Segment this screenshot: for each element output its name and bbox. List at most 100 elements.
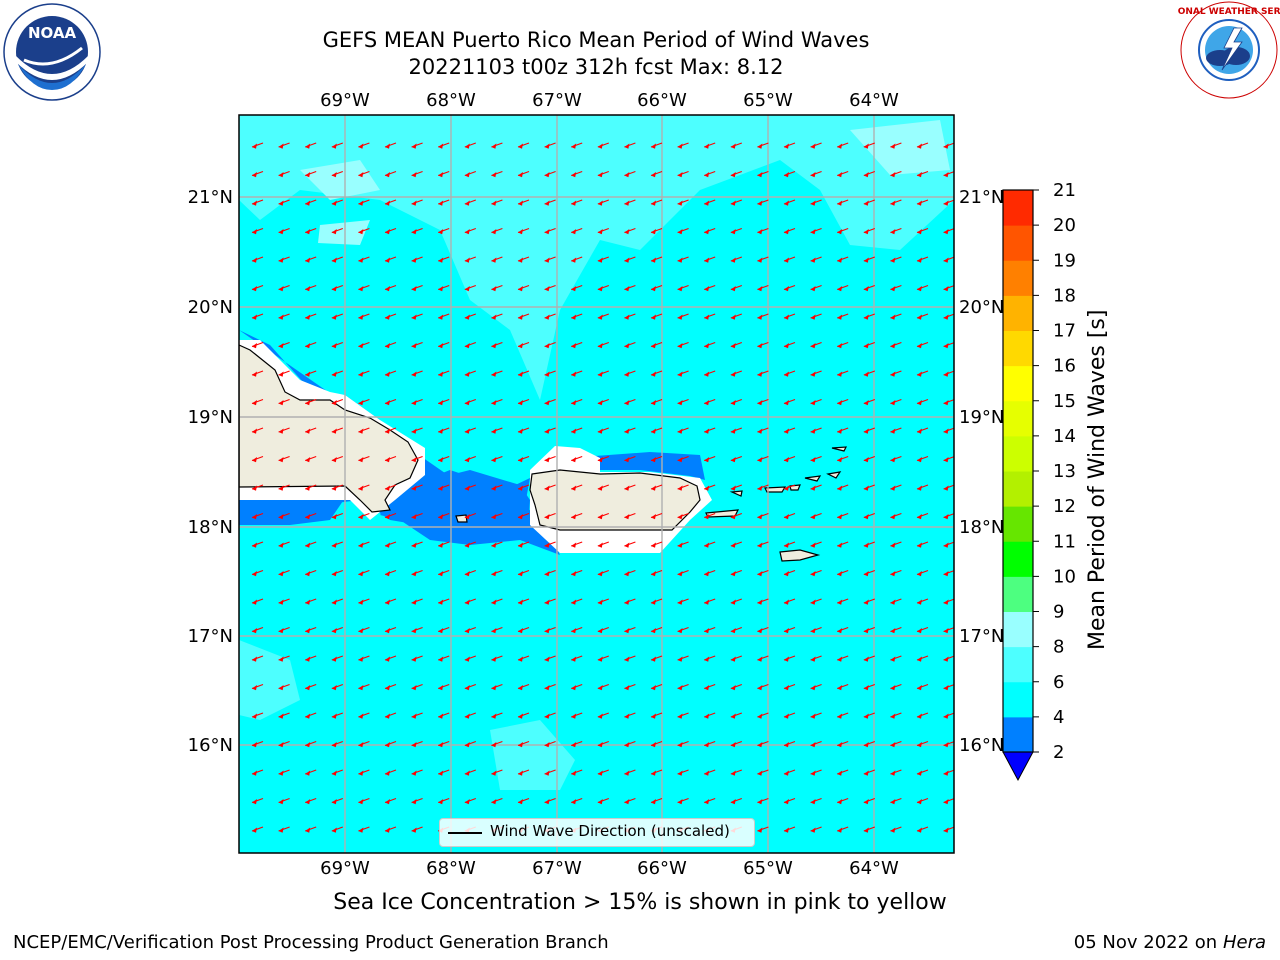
wind-wave-arrow (810, 256, 822, 263)
wind-wave-arrow (251, 797, 264, 805)
wind-wave-arrow (704, 683, 716, 691)
wind-wave-arrow (517, 598, 530, 605)
wind-wave-arrow (571, 455, 583, 463)
wind-wave-arrow (810, 541, 822, 548)
wind-wave-arrow (890, 512, 902, 520)
wind-wave-arrow (730, 256, 742, 263)
wind-wave-arrow (757, 712, 769, 719)
wind-wave-arrow (278, 199, 290, 206)
wind-wave-arrow (438, 341, 450, 349)
wind-wave-arrow (704, 427, 716, 434)
colorbar-segment (1003, 541, 1033, 577)
wind-wave-arrow (305, 541, 317, 548)
wind-wave-arrow (890, 712, 902, 719)
wind-wave-arrow (384, 598, 397, 605)
wind-wave-arrow (544, 740, 556, 748)
wind-wave-arrow (305, 484, 317, 491)
wind-wave-arrow (305, 712, 317, 719)
wind-wave-arrow (704, 797, 716, 805)
wind-wave-arrow (331, 512, 343, 520)
wind-wave-arrow (278, 712, 290, 719)
wind-wave-arrow (624, 655, 636, 662)
colorbar-segment (1003, 611, 1033, 648)
wind-wave-arrow (704, 227, 716, 235)
wind-wave-arrow (358, 569, 370, 577)
wind-wave-arrow (438, 598, 450, 605)
wind-wave-arrow (331, 712, 343, 719)
wind-wave-arrow (677, 370, 689, 377)
wind-wave-arrow (650, 313, 663, 320)
wind-wave-arrow (783, 797, 796, 805)
wind-wave-arrow (650, 769, 663, 776)
wind-wave-arrow (251, 769, 264, 776)
lat-label: 18°N (188, 517, 233, 538)
wind-wave-arrow (837, 341, 849, 349)
colorbar-tick-label: 10 (1053, 566, 1076, 587)
wind-wave-arrow (890, 370, 902, 377)
wind-wave-arrow (677, 797, 689, 805)
wind-wave-arrow (704, 284, 716, 292)
wind-wave-arrow (650, 427, 663, 434)
wind-wave-arrow (438, 142, 450, 149)
wind-wave-arrow (810, 712, 822, 719)
wind-wave-arrow (251, 740, 264, 748)
wind-wave-arrow (464, 313, 476, 320)
wind-wave-arrow (916, 797, 929, 805)
wind-wave-arrow (863, 512, 875, 520)
wind-wave-arrow (384, 455, 397, 463)
colorbar-tick-label: 21 (1053, 180, 1076, 201)
wind-wave-arrow (810, 598, 822, 605)
lon-label: 67°W (532, 858, 582, 879)
wind-wave-arrow (464, 199, 476, 206)
wind-wave-arrow (810, 427, 822, 434)
wind-wave-arrow (757, 398, 769, 406)
wind-wave-arrow (438, 569, 450, 577)
wind-wave-arrow (863, 256, 875, 263)
wind-wave-arrow (517, 256, 530, 263)
wind-wave-arrow (491, 541, 503, 548)
wind-wave-arrow (810, 170, 822, 178)
wind-wave-arrow (597, 256, 609, 263)
wind-wave-arrow (757, 769, 769, 776)
wind-wave-arrow (571, 712, 583, 719)
wind-wave-arrow (438, 740, 450, 748)
wind-wave-arrow (278, 655, 290, 662)
wind-wave-arrow (624, 541, 636, 548)
wind-wave-arrow (704, 370, 716, 377)
wind-wave-arrow (571, 797, 583, 805)
wind-wave-arrow (411, 769, 423, 776)
wind-wave-arrow (863, 569, 875, 577)
puerto-rico-land (529, 469, 701, 531)
wind-wave-arrow (757, 512, 769, 520)
wind-wave-arrow (783, 541, 796, 548)
wind-wave-arrow (677, 284, 689, 292)
wind-wave-arrow (943, 484, 954, 491)
wind-wave-arrow (624, 142, 636, 149)
wind-wave-arrow (438, 512, 450, 520)
wind-wave-arrow (384, 170, 397, 178)
wind-wave-arrow (491, 199, 503, 206)
wind-wave-arrow (597, 512, 609, 520)
wind-wave-arrow (677, 712, 689, 719)
wind-wave-arrow (863, 427, 875, 434)
wind-wave-arrow (730, 284, 742, 292)
wind-wave-arrow (863, 626, 875, 634)
wind-wave-arrow (278, 541, 290, 548)
wind-wave-arrow (464, 341, 476, 349)
wind-wave-arrow (837, 284, 849, 292)
wind-wave-arrow (597, 683, 609, 691)
wind-wave-arrow (491, 455, 503, 463)
wind-wave-arrow (916, 541, 929, 548)
wind-wave-arrow (571, 284, 583, 292)
wind-wave-arrow (810, 769, 822, 776)
wind-wave-arrow (491, 740, 503, 748)
lat-label: 20°N (188, 297, 233, 318)
wind-wave-arrow (464, 569, 476, 577)
wind-wave-arrow (305, 170, 317, 178)
wind-wave-arrow (517, 341, 530, 349)
wind-wave-arrow (544, 170, 556, 178)
wind-wave-arrow (757, 455, 769, 463)
footer-credit: NCEP/EMC/Verification Post Processing Pr… (13, 932, 609, 953)
wind-wave-arrow (384, 484, 397, 491)
wind-wave-arrow (890, 199, 902, 206)
